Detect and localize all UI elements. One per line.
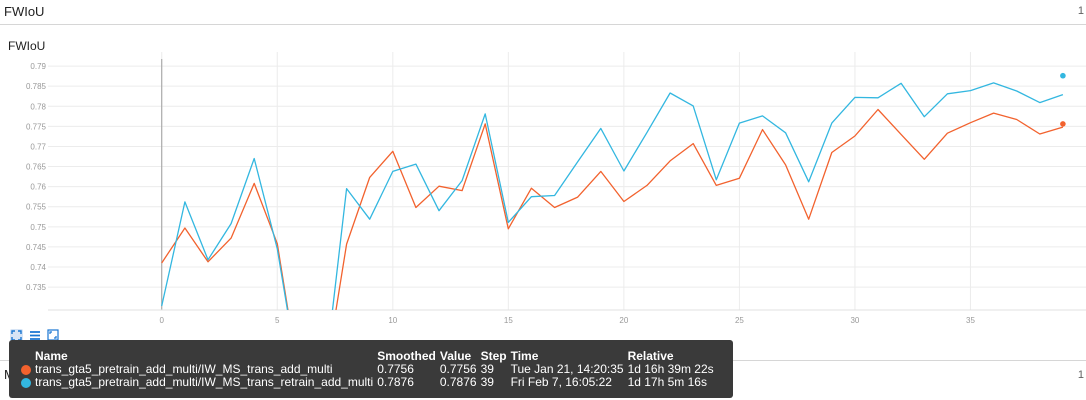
run-name: trans_gta5_pretrain_add_multi/IW_MS_tran… xyxy=(35,362,333,376)
y-tick-label: 0.76 xyxy=(30,183,46,192)
fit-domain-icon[interactable] xyxy=(10,328,23,342)
y-tick-label: 0.745 xyxy=(26,243,47,252)
step-value: 39 xyxy=(480,362,494,376)
header-value: Value xyxy=(439,349,472,363)
run-group-header[interactable]: FWIoU 1 xyxy=(0,0,1086,25)
series-line-0 xyxy=(161,108,1064,310)
tooltip-table: Name Smoothed Value Step Time Relative t… xyxy=(21,350,718,389)
group-count: 1 xyxy=(1077,5,1084,17)
header-step: Step xyxy=(480,349,507,363)
series-color-dot xyxy=(21,364,31,375)
group-count: 1 xyxy=(1077,369,1084,381)
series-line-1 xyxy=(161,82,1064,310)
chart-toolbar xyxy=(10,328,59,342)
x-tick-label: 30 xyxy=(850,316,859,325)
x-tick-label: 15 xyxy=(504,316,513,325)
series-color-dot xyxy=(21,377,31,388)
header-smoothed: Smoothed xyxy=(377,349,436,363)
raw-value: 0.7876 xyxy=(439,375,477,389)
relative-value: 1d 16h 39m 22s xyxy=(627,362,714,376)
header-name: Name xyxy=(35,349,68,363)
tooltip-row: trans_gta5_pretrain_add_multi/IW_MS_tran… xyxy=(21,376,718,389)
toggle-log-icon[interactable] xyxy=(28,329,41,342)
y-tick-label: 0.755 xyxy=(26,203,47,212)
x-tick-label: 0 xyxy=(160,316,165,325)
x-tick-label: 20 xyxy=(619,316,628,325)
chart-title: FWIoU xyxy=(8,39,46,53)
header-relative: Relative xyxy=(627,349,674,363)
tooltip-row: trans_gta5_pretrain_add_multi/IW_MS_tran… xyxy=(21,363,718,376)
y-tick-label: 0.765 xyxy=(26,163,47,172)
header-time: Time xyxy=(510,349,539,363)
y-tick-label: 0.785 xyxy=(26,82,47,91)
chart-tooltip: Name Smoothed Value Step Time Relative t… xyxy=(9,340,733,398)
y-tick-label: 0.78 xyxy=(30,102,46,111)
x-tick-label: 25 xyxy=(735,316,744,325)
line-chart[interactable]: 0.735 0.74 0.745 0.75 0.755 0.76 0.765 0.77 0.77… xyxy=(0,52,1086,328)
x-tick-label: 35 xyxy=(966,316,975,325)
step-value: 39 xyxy=(480,375,494,389)
y-tick-label: 0.735 xyxy=(26,283,47,292)
series-point-1 xyxy=(1060,72,1066,79)
relative-value: 1d 17h 5m 16s xyxy=(627,375,707,389)
y-tick-label: 0.75 xyxy=(30,223,46,232)
time-value: Tue Jan 21, 14:20:35 xyxy=(510,362,624,376)
x-tick-label: 10 xyxy=(388,316,397,325)
y-tick-label: 0.79 xyxy=(30,62,46,71)
series-point-0 xyxy=(1060,121,1066,127)
smoothed-value: 0.7876 xyxy=(377,375,414,389)
group-title: FWIoU xyxy=(4,4,45,19)
smoothed-value: 0.7756 xyxy=(377,362,414,376)
tooltip-header-row: Name Smoothed Value Step Time Relative xyxy=(21,350,718,363)
y-tick-label: 0.77 xyxy=(30,142,46,151)
time-value: Fri Feb 7, 16:05:22 xyxy=(510,375,612,389)
y-tick-label: 0.775 xyxy=(26,122,47,131)
y-tick-label: 0.74 xyxy=(30,263,46,272)
raw-value: 0.7756 xyxy=(439,362,477,376)
x-tick-label: 5 xyxy=(275,316,280,325)
run-name: trans_gta5_pretrain_add_multi/IW_MS_tran… xyxy=(35,375,374,389)
